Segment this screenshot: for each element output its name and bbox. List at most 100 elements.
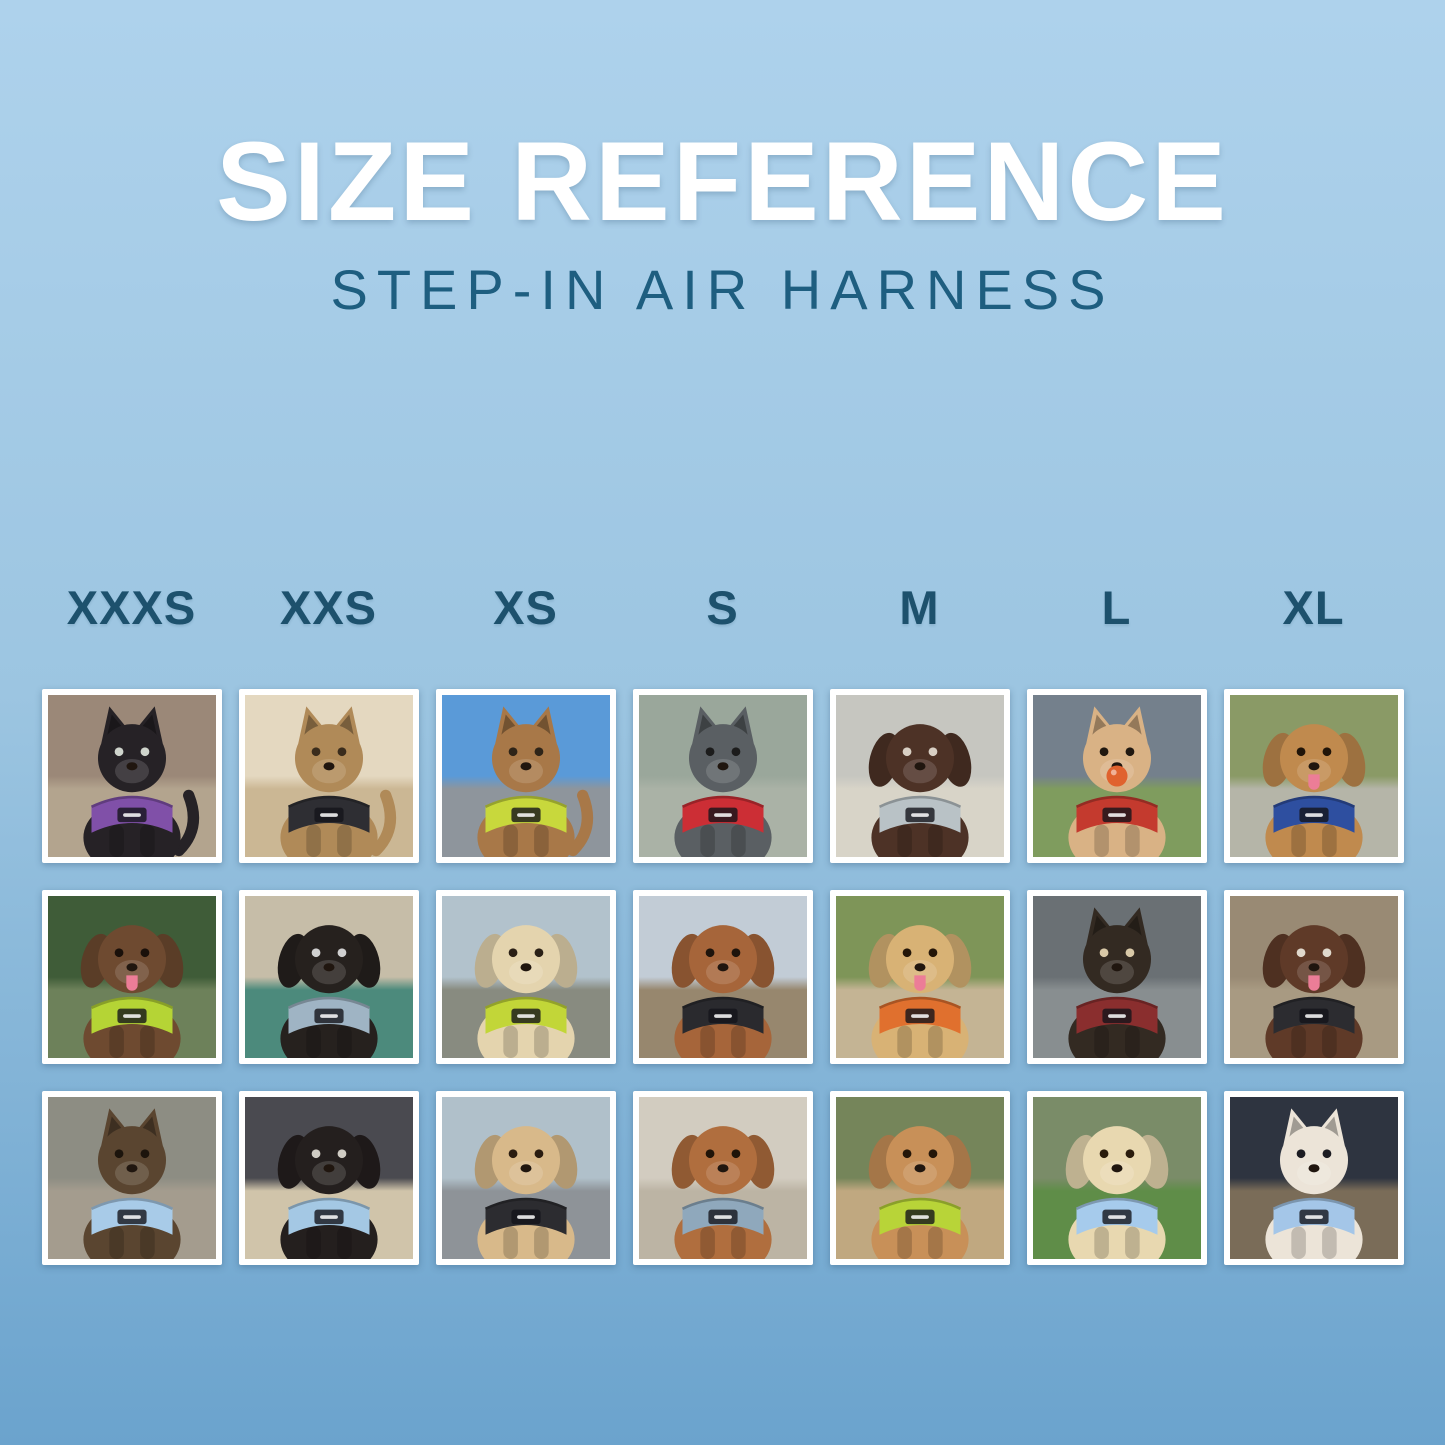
nose bbox=[1110, 1164, 1123, 1173]
size-label-m: M bbox=[899, 581, 940, 634]
muzzle bbox=[114, 758, 149, 784]
dog-illustration bbox=[671, 1126, 774, 1259]
size-label-xxs: XXS bbox=[279, 581, 378, 634]
muzzle bbox=[1296, 959, 1331, 985]
eye-right bbox=[1125, 948, 1134, 958]
eye-right bbox=[1125, 1149, 1134, 1159]
dog-illustration bbox=[1067, 706, 1166, 857]
photo-card-xs-row3 bbox=[435, 1091, 616, 1265]
pet-photo bbox=[244, 896, 413, 1058]
eye-right bbox=[1322, 948, 1331, 958]
muzzle bbox=[1099, 1160, 1134, 1186]
head bbox=[1279, 925, 1348, 994]
head bbox=[491, 1126, 560, 1195]
muzzle bbox=[1296, 758, 1331, 784]
photo-card-l-row1 bbox=[1026, 689, 1207, 863]
photo-card-m-row3 bbox=[829, 1091, 1010, 1265]
head bbox=[97, 925, 166, 994]
nose bbox=[322, 963, 335, 972]
nose bbox=[322, 762, 335, 771]
pet-photo bbox=[1032, 695, 1201, 857]
muzzle bbox=[902, 1160, 937, 1186]
eye-right bbox=[140, 1149, 149, 1159]
eye-right bbox=[731, 948, 740, 958]
size-label-xl: XL bbox=[1282, 581, 1345, 634]
photo-card-l-row2 bbox=[1026, 890, 1207, 1064]
nose bbox=[913, 1164, 926, 1173]
eye-left bbox=[902, 747, 911, 757]
muzzle bbox=[705, 1160, 740, 1186]
page-subtitle: STEP-IN AIR HARNESS bbox=[330, 258, 1115, 321]
tongue bbox=[125, 975, 138, 991]
head bbox=[688, 724, 757, 793]
dog-illustration bbox=[1065, 1126, 1168, 1259]
dog-illustration bbox=[673, 706, 772, 857]
page-title: SIZE REFERENCE bbox=[216, 119, 1229, 244]
photo-card-xs-row2 bbox=[435, 890, 616, 1064]
pet-photo bbox=[835, 1097, 1004, 1259]
nose bbox=[716, 762, 729, 771]
pet-photo bbox=[441, 695, 610, 857]
nose bbox=[716, 963, 729, 972]
muzzle bbox=[508, 758, 543, 784]
dog-illustration bbox=[277, 925, 380, 1058]
pet-photo bbox=[244, 695, 413, 857]
eye-left bbox=[508, 1149, 517, 1159]
pet-photo bbox=[638, 1097, 807, 1259]
eye-right bbox=[731, 1149, 740, 1159]
pet-photo bbox=[47, 1097, 216, 1259]
photo-card-xl-row1 bbox=[1223, 689, 1404, 863]
eye-left bbox=[311, 747, 320, 757]
eye-left bbox=[1099, 948, 1108, 958]
photo-card-s-row1 bbox=[632, 689, 813, 863]
tongue bbox=[1307, 975, 1320, 991]
photo-card-xxxs-row3 bbox=[41, 1091, 222, 1265]
dog-illustration bbox=[474, 925, 577, 1058]
cat-tail bbox=[369, 789, 396, 857]
dog-illustration bbox=[671, 925, 774, 1058]
head bbox=[885, 925, 954, 994]
photo-grid bbox=[0, 689, 1445, 1265]
muzzle bbox=[1296, 1160, 1331, 1186]
cat-tail bbox=[566, 789, 593, 857]
head bbox=[491, 724, 560, 793]
poster-header: SIZE REFERENCE STEP-IN AIR HARNESS bbox=[0, 0, 1445, 318]
eye-right bbox=[1125, 747, 1134, 757]
eye-left bbox=[508, 948, 517, 958]
nose bbox=[519, 762, 532, 771]
eye-left bbox=[1099, 1149, 1108, 1159]
nose bbox=[519, 963, 532, 972]
size-label-s: S bbox=[706, 581, 739, 634]
pet-photo bbox=[244, 1097, 413, 1259]
size-label-l: L bbox=[1101, 581, 1132, 634]
head bbox=[885, 724, 954, 793]
eye-left bbox=[1296, 747, 1305, 757]
eye-left bbox=[311, 1149, 320, 1159]
eye-left bbox=[508, 747, 517, 757]
photo-card-xxs-row1 bbox=[238, 689, 419, 863]
tongue bbox=[1307, 774, 1320, 790]
nose bbox=[125, 1164, 138, 1173]
muzzle bbox=[311, 758, 346, 784]
size-label-xxxs: XXXS bbox=[66, 581, 197, 634]
head bbox=[294, 724, 363, 793]
nose bbox=[519, 1164, 532, 1173]
eye-left bbox=[1099, 747, 1108, 757]
nose bbox=[913, 762, 926, 771]
eye-right bbox=[731, 747, 740, 757]
head bbox=[885, 1126, 954, 1195]
dog-illustration bbox=[474, 1126, 577, 1259]
size-label-xs: XS bbox=[493, 581, 558, 634]
nose bbox=[1307, 762, 1320, 771]
muzzle bbox=[902, 959, 937, 985]
pet-photo bbox=[1229, 1097, 1398, 1259]
eye-left bbox=[114, 1149, 123, 1159]
dog-illustration bbox=[82, 1108, 181, 1259]
head bbox=[491, 925, 560, 994]
eye-left bbox=[114, 747, 123, 757]
nose bbox=[1307, 1164, 1320, 1173]
cat-tail bbox=[172, 789, 199, 857]
dog-illustration bbox=[868, 925, 971, 1058]
eye-right bbox=[534, 1149, 543, 1159]
